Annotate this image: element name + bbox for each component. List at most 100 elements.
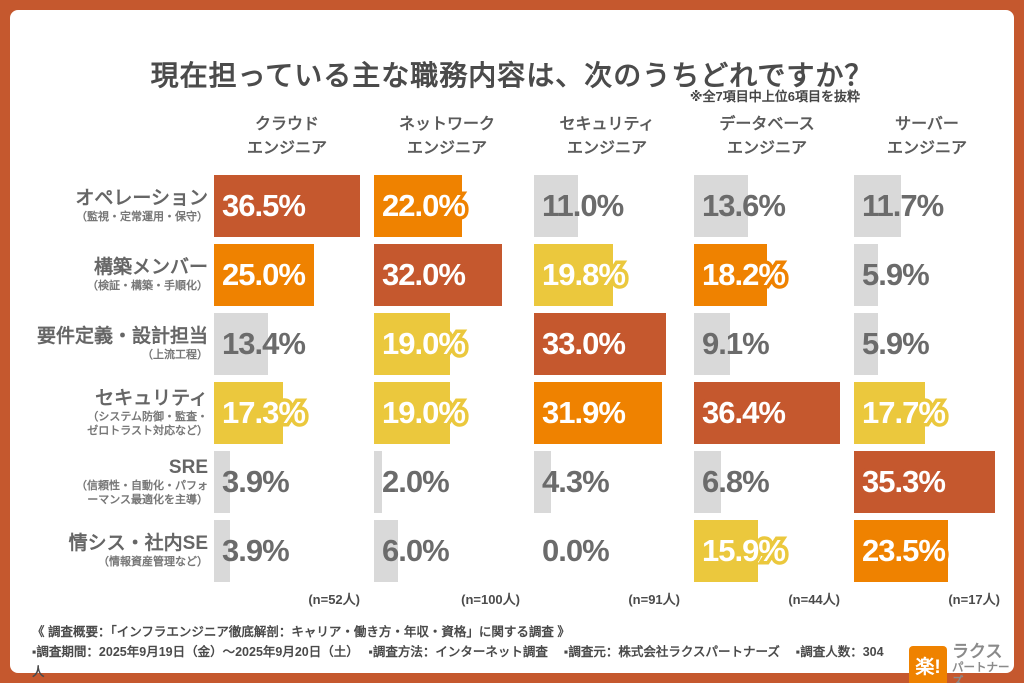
chart-area: オペレーション （監視・定常運用・保守） 構築メンバー （検証・構築・手順化） 要件定義… xyxy=(10,10,1014,673)
bar xyxy=(694,382,840,444)
bar xyxy=(694,520,758,582)
column-header: ネットワーク エンジニア xyxy=(374,113,520,161)
bar xyxy=(374,175,462,237)
bar-value-label: 18.2% xyxy=(699,254,790,296)
bar xyxy=(534,313,666,375)
bar-value-label: 13.6% xyxy=(702,188,786,223)
row-label-main: 情シス・社内SE xyxy=(68,533,208,554)
bar xyxy=(214,313,268,375)
column-header: サーバー エンジニア xyxy=(854,113,1000,161)
bar-value-label: 11.0% xyxy=(542,188,624,223)
column-header-line: エンジニア xyxy=(406,140,487,157)
bar-value-label: 2.0% xyxy=(382,464,450,499)
bar-value-label: 5.9% xyxy=(862,326,930,361)
column-header-line: エンジニア xyxy=(246,140,327,157)
rakus-partners-logo: 楽! ラクス パートナーズ xyxy=(909,642,1014,683)
bar-value-label: 17.3% xyxy=(219,392,310,434)
row-label: SRE （信頼性・自動化・パフォーマンス最適化を主導） xyxy=(28,451,208,513)
column-header-line: ネットワーク xyxy=(398,116,495,133)
bar-value-label: 3.9% xyxy=(222,533,290,568)
bar-value-label: 32.0% xyxy=(379,254,470,296)
bar xyxy=(534,451,552,513)
column-header-line: エンジニア xyxy=(726,140,807,157)
sample-size-label: (n=17人) xyxy=(948,592,1000,607)
bar xyxy=(694,244,767,306)
row-label-main: 構築メンバー xyxy=(93,257,208,278)
bar-value-label: 6.8% xyxy=(702,464,770,499)
bar xyxy=(854,520,948,582)
row-label: オペレーション （監視・定常運用・保守） xyxy=(28,175,208,237)
row-label-main: SRE xyxy=(168,457,208,478)
bar-value-label: 19.0% xyxy=(379,323,470,365)
chart-note: ※全7項目中上位6項目を抜粋 xyxy=(689,89,860,104)
column-header-line: データベース xyxy=(719,116,815,133)
row-label-sub: （システム防御・監査・ xyxy=(87,411,208,423)
bar xyxy=(854,451,996,513)
bar-value-label: 19.0% xyxy=(379,392,470,434)
bar-value-label: 23.5% xyxy=(859,530,950,572)
bar-value-label: 9.1% xyxy=(702,326,770,361)
row-label-main: セキュリティ xyxy=(95,388,208,409)
bar-value-label: 33.0% xyxy=(539,323,630,365)
survey-footer: 《 調査概要：「インフラエンジニア徹底解剖：キャリア・働き方・年収・資格」に関す… xyxy=(32,622,892,683)
row-label-sub: ーマンス最適化を主導） xyxy=(87,494,208,506)
bar-value-label: 15.9% xyxy=(699,530,790,572)
bar-value-label: 17.7% xyxy=(859,392,950,434)
bar-value-label: 11.7% xyxy=(862,188,944,223)
bar-value-label: 36.5% xyxy=(219,185,310,227)
bar xyxy=(534,244,614,306)
column-header-line: セキュリティ xyxy=(559,116,655,133)
column-header: セキュリティ エンジニア xyxy=(534,113,680,161)
survey-overview-line: 《 調査概要：「インフラエンジニア徹底解剖：キャリア・働き方・年収・資格」に関す… xyxy=(32,625,570,639)
bar xyxy=(374,520,398,582)
row-label-main: 要件定義・設計担当 xyxy=(36,326,208,347)
rakus-logo-icon: 楽! xyxy=(909,645,948,683)
bar xyxy=(374,313,450,375)
row-label-sub: ゼロトラスト対応など） xyxy=(87,425,208,437)
bar-value-label: 36.4% xyxy=(699,392,790,434)
row-label-sub: （検証・構築・手順化） xyxy=(87,280,208,292)
bar xyxy=(854,313,878,375)
column-header-line: クラウド xyxy=(254,116,319,133)
sample-size-label: (n=91人) xyxy=(628,592,680,607)
bar-value-label: 5.9% xyxy=(862,257,930,292)
bar-value-label: 31.9% xyxy=(539,392,630,434)
bar-value-label: 4.3% xyxy=(542,464,610,499)
column-header: データベース エンジニア xyxy=(694,113,840,161)
bar-value-label: 22.0% xyxy=(379,185,470,227)
bar xyxy=(694,451,722,513)
row-label-sub: （監視・定常運用・保守） xyxy=(76,211,208,223)
bar xyxy=(374,382,450,444)
bar xyxy=(374,451,382,513)
bar-value-label: 0.0% xyxy=(542,533,610,568)
column-header-line: エンジニア xyxy=(886,140,967,157)
row-label: セキュリティ （システム防御・監査・ ゼロトラスト対応など） xyxy=(28,382,208,444)
bar xyxy=(214,451,230,513)
bar xyxy=(534,175,578,237)
chart-title: 現在担っている主な職務内容は、次のうちどれですか？ xyxy=(150,60,874,91)
row-label-sub: （情報資産管理など） xyxy=(98,556,208,568)
logo-name-top: ラクス xyxy=(952,642,1003,661)
sample-size-label: (n=52人) xyxy=(308,592,360,607)
bar xyxy=(214,382,284,444)
bar xyxy=(854,175,901,237)
column-header-line: エンジニア xyxy=(566,140,647,157)
bar xyxy=(214,175,360,237)
bar xyxy=(534,382,662,444)
sample-size-label: (n=100人) xyxy=(461,592,520,607)
bar-value-label: 35.3% xyxy=(859,461,950,503)
column-header: クラウド エンジニア xyxy=(214,113,360,161)
rakus-logo-text: ラクス パートナーズ xyxy=(952,642,1014,683)
row-label-sub: （上流工程） xyxy=(142,349,208,361)
row-label: 要件定義・設計担当 （上流工程） xyxy=(28,313,208,375)
row-label-sub: （信頼性・自動化・パフォ xyxy=(76,480,208,492)
logo-name-bottom: パートナーズ xyxy=(952,662,1010,683)
bar-value-label: 3.9% xyxy=(222,464,290,499)
column-header-line: サーバー xyxy=(895,116,959,133)
bar xyxy=(854,382,925,444)
row-label: 構築メンバー （検証・構築・手順化） xyxy=(28,244,208,306)
bar xyxy=(374,244,502,306)
bar-value-label: 19.8% xyxy=(539,254,630,296)
survey-period-line: ▪調査期間：2025年9月19日（金）〜2025年9月20日（土） ▪調査方法：… xyxy=(32,645,884,679)
